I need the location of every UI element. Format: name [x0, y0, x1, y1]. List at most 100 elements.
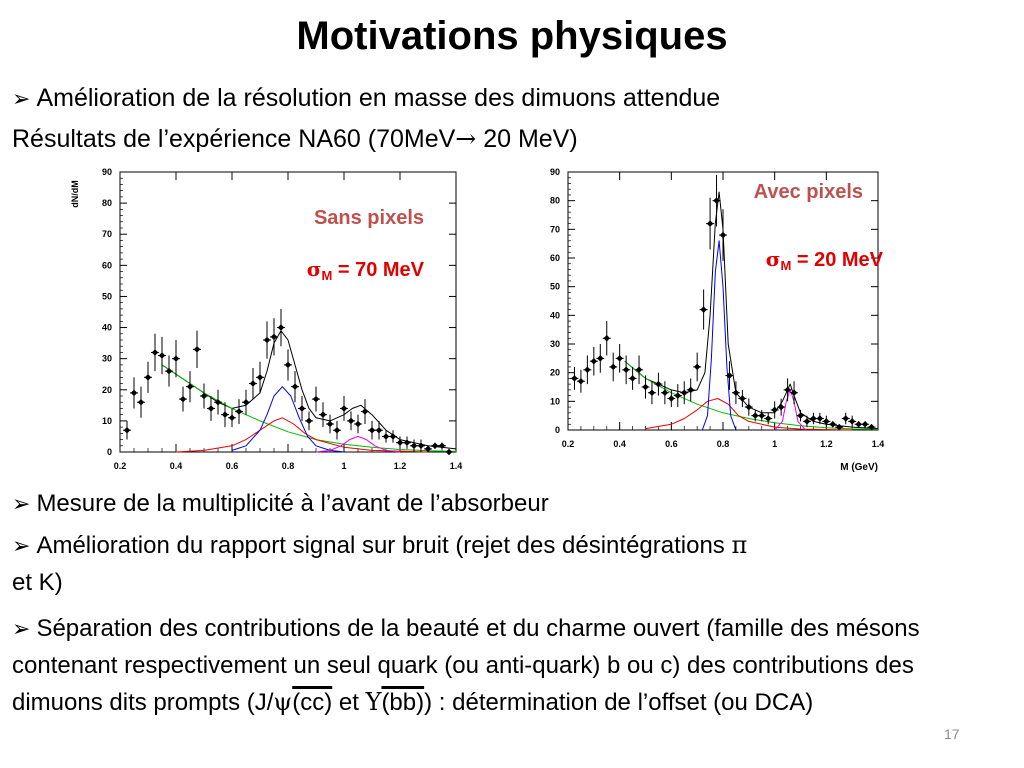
y-tick-label: 20: [102, 385, 112, 395]
x-axis-label: M (GeV): [840, 462, 878, 473]
data-point: [584, 366, 591, 374]
data-point: [719, 231, 727, 239]
data-point: [706, 220, 714, 227]
data-point: [305, 417, 313, 425]
x-tick-label: 0.2: [562, 439, 575, 449]
data-point: [758, 412, 766, 419]
fit-curves: [161, 330, 457, 453]
data-point: [732, 389, 740, 396]
pi-symbol: π: [731, 531, 748, 559]
data-point: [438, 442, 446, 450]
series-rho: [175, 417, 429, 453]
data-point: [298, 405, 306, 412]
data-point: [642, 383, 649, 391]
x-tick-label: 1.4: [872, 439, 885, 449]
y-axis-label: dN/dM: [70, 180, 80, 208]
results-line: Résultats de l’expérience NA60 (70MeV→ 2…: [12, 124, 578, 154]
data-point: [797, 412, 804, 419]
data-point: [179, 395, 187, 403]
series-omega: [701, 240, 737, 431]
bullet-resolution-text: Amélioration de la résolution en masse d…: [36, 84, 721, 112]
results-arrow: →: [455, 124, 477, 153]
data-point: [165, 367, 173, 375]
data-point: [235, 408, 243, 415]
bullet-signal-noise: ➢ Amélioration du rapport signal sur brui…: [12, 527, 997, 601]
data-point: [340, 405, 348, 412]
data-point: [835, 423, 843, 431]
data-point: [347, 417, 355, 425]
upsilon-symbol: Υ: [365, 688, 382, 716]
data-point: [221, 411, 229, 418]
x-tick-label: 0.6: [665, 439, 678, 449]
data-points: [123, 308, 453, 456]
data-point: [829, 421, 837, 428]
data-point: [674, 392, 682, 399]
bullet-separation-text-2: ) : détermination de l’offset (ou DCA): [424, 689, 814, 716]
data-point: [603, 335, 611, 342]
bullet-signal-noise-text-2: et K): [12, 569, 63, 596]
data-point: [151, 349, 159, 356]
y-tick-label: 0: [555, 425, 560, 435]
data-point: [410, 442, 418, 450]
data-point: [848, 418, 856, 425]
sigma-symbol: σ: [307, 257, 322, 281]
y-tick-label: 70: [550, 224, 560, 234]
results-text-pre: Résultats de l’expérience NA60 (70MeV: [12, 125, 456, 153]
data-point: [810, 415, 817, 422]
slide-title: Motivations physiques: [296, 14, 728, 58]
bullet-signal-noise-text: Amélioration du rapport signal sur bruit…: [36, 532, 732, 559]
sigma-subscript: M: [321, 268, 332, 283]
y-tick-label: 40: [102, 323, 112, 333]
x-tick-label: 1: [772, 439, 777, 449]
y-tick-label: 80: [550, 196, 560, 206]
data-point: [228, 414, 236, 422]
data-point: [842, 415, 849, 422]
data-point: [629, 375, 636, 382]
data-point: [137, 398, 145, 406]
annotation-title: Avec pixels: [754, 181, 863, 203]
arrow-bullet-icon: ➢: [12, 616, 31, 641]
data-point: [193, 346, 201, 353]
data-point: [242, 398, 250, 406]
x-tick-label: 0.2: [114, 461, 127, 471]
data-point: [661, 389, 669, 396]
series-rho: [645, 398, 853, 431]
data-point: [256, 374, 264, 381]
data-point: [680, 389, 688, 396]
y-tick-label: 30: [102, 354, 112, 364]
data-point: [816, 415, 824, 422]
cc-quarks: (cc): [292, 689, 333, 716]
bullet-separation-text: Séparation des contributions de la beaut…: [12, 615, 920, 716]
arrow-bullet-icon: ➢: [12, 533, 31, 558]
data-point: [214, 398, 222, 406]
data-point: [752, 412, 759, 419]
bullet-separation: ➢ Séparation des contributions de la beau…: [12, 610, 997, 721]
data-point: [417, 442, 425, 450]
x-tick-label: 1: [341, 461, 346, 471]
data-point: [172, 355, 180, 362]
y-tick-label: 50: [550, 282, 560, 292]
data-point: [693, 363, 701, 371]
y-tick-label: 10: [550, 396, 560, 406]
sigma-value: = 20 MeV: [791, 249, 883, 271]
data-point: [855, 421, 862, 428]
data-point: [368, 426, 376, 434]
data-point: [291, 383, 299, 390]
data-point: [403, 439, 411, 446]
data-point: [130, 389, 138, 397]
data-point: [635, 366, 643, 374]
data-point: [424, 445, 432, 453]
data-point: [655, 380, 662, 388]
sigma-symbol: σ: [766, 247, 781, 271]
data-point: [382, 433, 390, 440]
data-point: [375, 426, 383, 434]
bullet-multiplicity: ➢ Mesure de la multiplicité à l’avant de …: [12, 490, 549, 518]
data-point: [333, 426, 341, 434]
y-tick-label: 90: [550, 167, 560, 177]
data-point: [597, 355, 604, 362]
data-point: [284, 361, 292, 369]
arrow-bullet-icon: ➢: [12, 491, 31, 516]
data-point: [803, 418, 811, 425]
bb-quarks: (bb): [381, 689, 425, 716]
data-point: [622, 366, 630, 374]
